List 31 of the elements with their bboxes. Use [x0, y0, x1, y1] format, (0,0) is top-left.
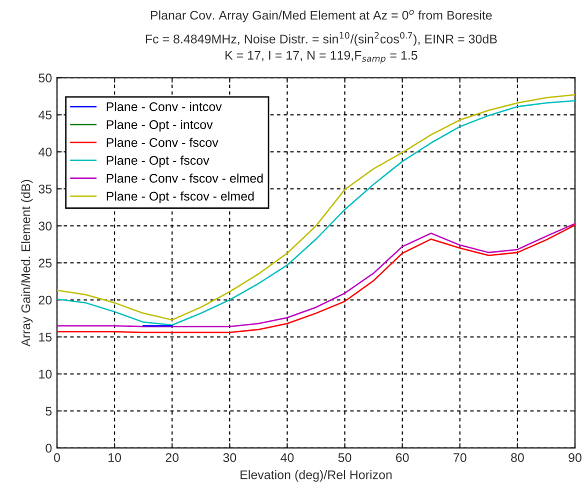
- y-tick-label: 15: [39, 332, 52, 342]
- y-tick-label: 35: [38, 184, 52, 194]
- y-tick-label: 50: [38, 74, 52, 82]
- y-tick-label: 20: [38, 296, 52, 305]
- x-axis-title: Elevation (deg)/Rel Horizon: [240, 470, 392, 482]
- x-tick-label: 0: [54, 453, 60, 462]
- x-tick-label: 70: [454, 453, 466, 462]
- text: Fc = 8.4849MHz, Noise Distr. = sin$^{10}$/(sin$^{2}$cos$^{0.7}$), EINR = 30dB K = 17, I = 17, N = 119,F$_{samp}$ = 1.5: [146, 32, 497, 64]
- x-tick-label: 60: [396, 453, 409, 462]
- legend-label: Plane - Conv - fscov - elmed: [106, 174, 263, 183]
- chart-title: Planar Cov. Array Gain/Med Element at Az = 0$^{o}$ from Boresite: [150, 10, 492, 22]
- y-axis-title: Array Gain/Med. Element (dB): [21, 180, 33, 347]
- y-tick-label: 45: [38, 110, 52, 120]
- y-tick-label: 25: [38, 258, 52, 268]
- y-tick-label: 0: [46, 444, 52, 453]
- legend-label: Plane - Conv - intcov: [106, 102, 222, 112]
- y-tick-label: 30: [38, 222, 52, 230]
- x-tick-label: 80: [511, 453, 524, 462]
- y-tick-label: 40: [38, 148, 52, 156]
- x-tick-label: 40: [280, 453, 294, 462]
- legend-label: Plane - Opt - fscov - elmed: [106, 191, 254, 204]
- x-tick-label: 90: [568, 453, 582, 462]
- y-tick-label: 5: [46, 406, 52, 416]
- x-tick-label: 30: [223, 453, 236, 462]
- x-tick-label: 10: [108, 453, 122, 462]
- y-tick-label: 10: [39, 370, 52, 379]
- legend-label: Plane - Opt - fscov: [106, 156, 210, 168]
- legend-label: Plane - Opt - intcov: [106, 120, 213, 132]
- legend-label: Plane - Conv - fscov: [106, 138, 218, 147]
- x-tick-label: 50: [338, 453, 352, 462]
- x-tick-label: 20: [166, 453, 179, 462]
